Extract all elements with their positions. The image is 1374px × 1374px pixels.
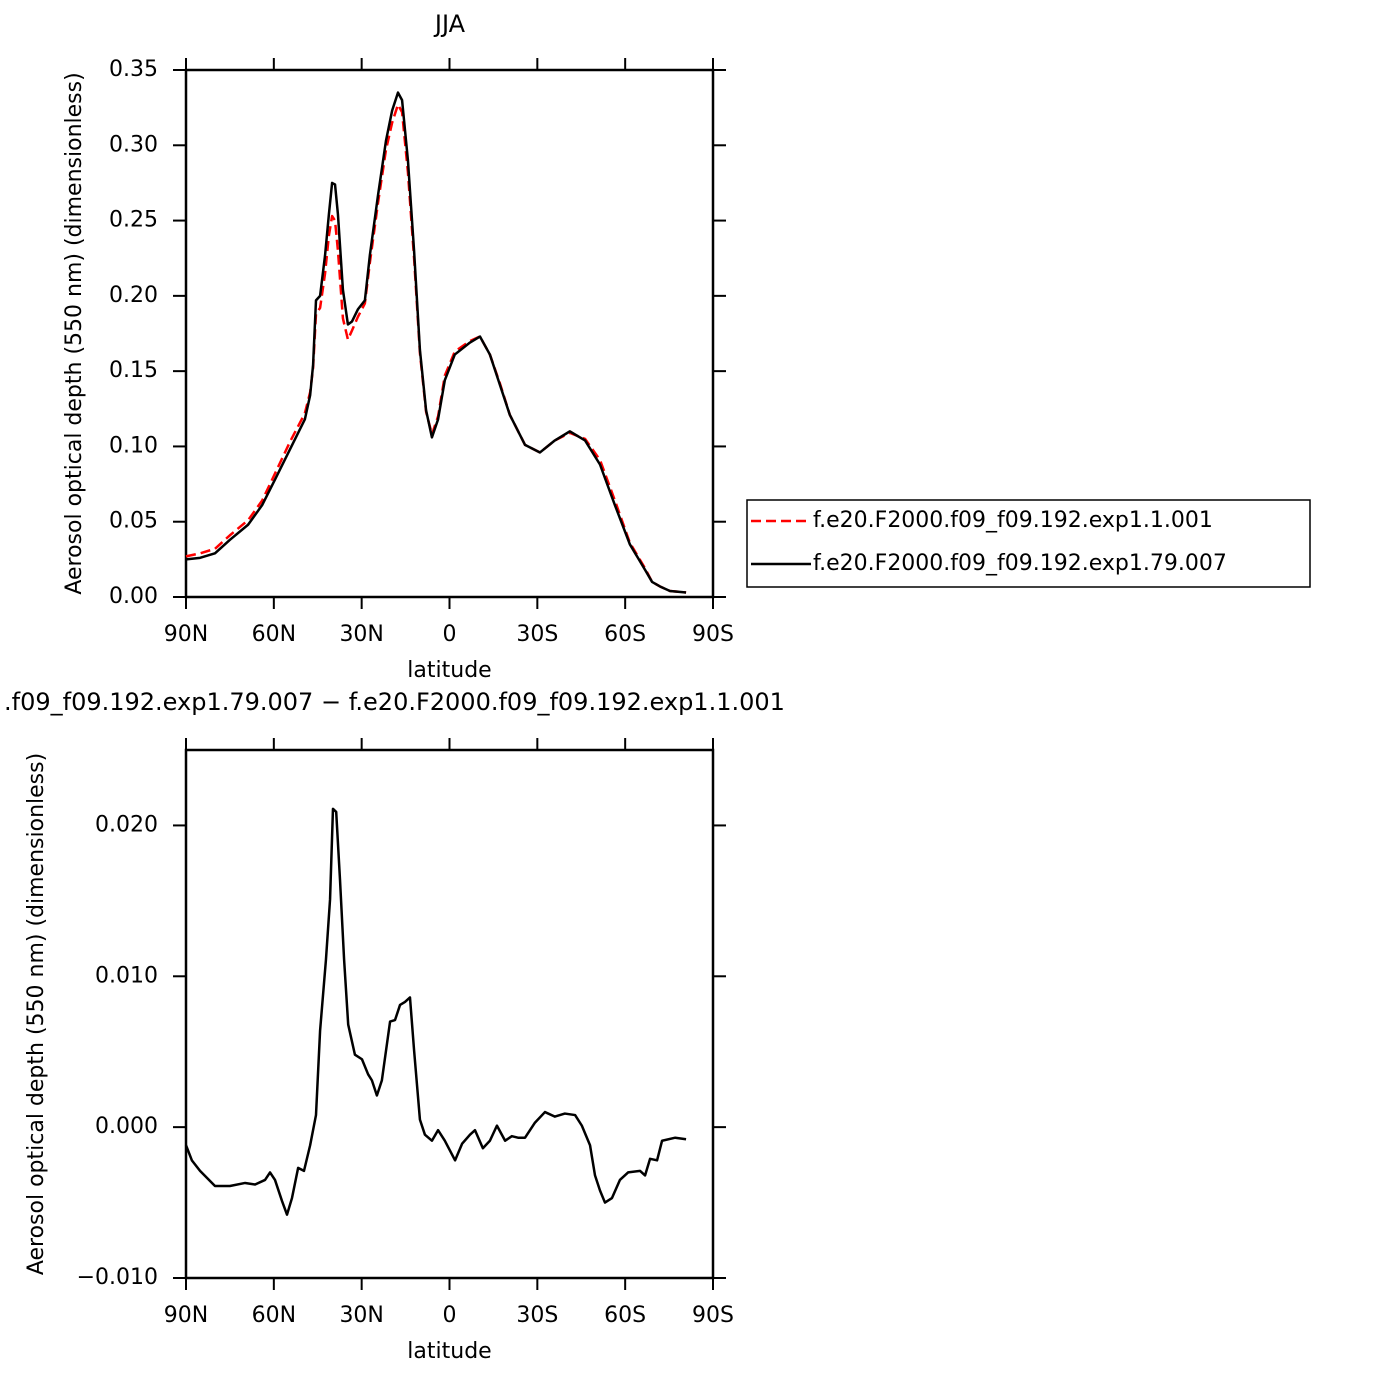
legend-box [746,499,1311,588]
x-tick-label: 30N [339,622,383,647]
y-tick-label: 0.000 [95,1114,158,1139]
x-axis-label: latitude [407,658,491,683]
y-tick-label: 0.00 [109,584,158,609]
x-tick-label: 60S [604,1303,646,1328]
y-tick-label: 0.35 [109,57,158,82]
y-axis-label: Aerosol optical depth (550 nm) (dimensio… [24,753,49,1275]
x-tick-label: 90N [164,1303,208,1328]
x-axis-label: latitude [407,1339,491,1364]
y-axis-label: Aerosol optical depth (550 nm) (dimensio… [62,72,87,594]
x-tick-label: 30S [516,1303,558,1328]
y-tick-label: 0.020 [95,812,158,837]
y-tick-label: 0.15 [109,358,158,383]
chart-title: JJA [433,10,466,38]
legend-label: f.e20.F2000.f09_f09.192.exp1.79.007 [813,551,1227,576]
x-tick-label: 60N [252,1303,296,1328]
y-tick-label: 0.010 [95,963,158,988]
y-tick-label: −0.010 [77,1265,158,1290]
x-tick-label: 90S [692,622,734,647]
plot-frame [184,68,715,599]
y-tick-label: 0.30 [109,132,158,157]
x-tick-label: 60S [604,622,646,647]
x-tick-label: 90N [164,622,208,647]
legend-label: f.e20.F2000.f09_f09.192.exp1.1.001 [813,508,1213,533]
series-line [185,103,687,594]
y-tick-label: 0.20 [109,283,158,308]
plot-frame [184,748,715,1280]
series-line [185,91,687,594]
x-tick-label: 30N [339,1303,383,1328]
series-line [184,807,687,1216]
y-tick-label: 0.10 [109,433,158,458]
x-tick-label: 0 [443,1303,457,1328]
x-tick-label: 60N [252,622,296,647]
x-tick-label: 90S [692,1303,734,1328]
x-tick-label: 0 [443,622,457,647]
y-tick-label: 0.05 [109,509,158,534]
y-tick-label: 0.25 [109,208,158,233]
x-tick-label: 30S [516,622,558,647]
chart-title: .f09_f09.192.exp1.79.007 − f.e20.F2000.f… [4,688,785,716]
